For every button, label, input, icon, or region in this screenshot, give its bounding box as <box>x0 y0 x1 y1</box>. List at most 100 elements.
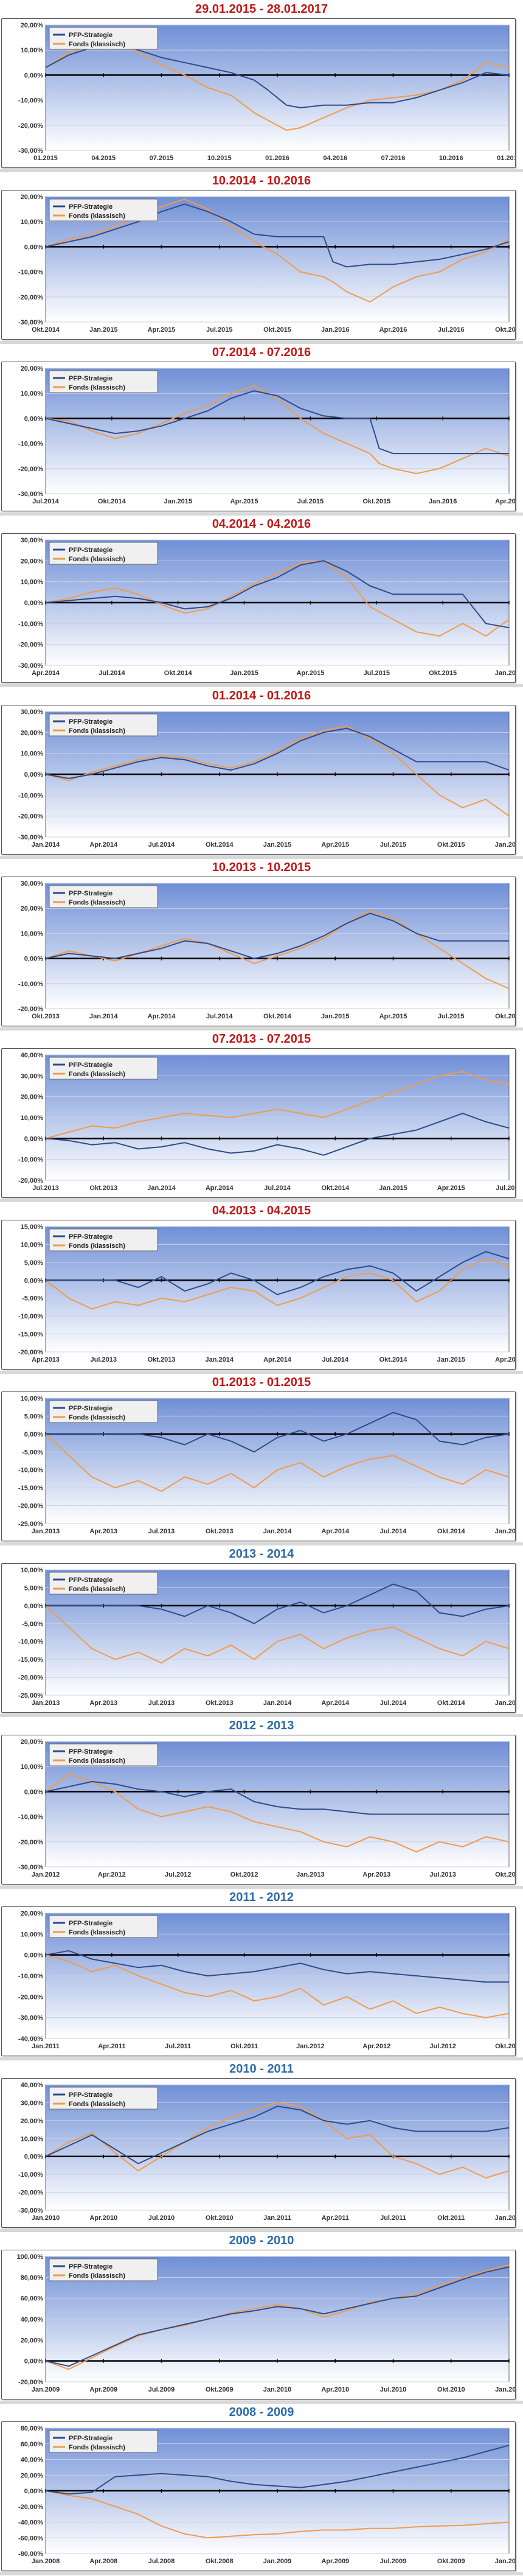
chart-panel: 29.01.2015 - 28.01.2017 20,00% 10,00% 0,00%… <box>0 0 523 172</box>
y-tick-label: -20,00% <box>18 294 43 301</box>
series-line-fonds-klassisch <box>45 1433 510 1492</box>
x-tick-label: Apr.2015 <box>148 326 176 334</box>
x-tick-label: Apr.2012 <box>362 2043 390 2050</box>
series-line-fonds-klassisch <box>45 1071 510 1139</box>
x-tick-label: Okt.2015 <box>362 498 390 505</box>
x-tick-label: Jul.2014 <box>148 841 175 849</box>
legend-label: PFP-Strategie <box>69 718 113 726</box>
y-tick-label: 0,00% <box>24 1135 43 1143</box>
series-line-fonds-klassisch <box>45 910 510 989</box>
legend-label: PFP-Strategie <box>69 890 113 897</box>
x-tick-label: Jan.2013 <box>32 1699 60 1707</box>
x-tick-label: Jan.2011 <box>32 2043 60 2050</box>
y-tick-label: -20,00% <box>18 466 43 473</box>
x-tick-label: Okt.2015 <box>495 1013 515 1020</box>
legend: PFP-Strategie Fonds (klassisch) <box>49 885 158 908</box>
panel-separator <box>0 341 523 344</box>
x-tick-label: Okt.2009 <box>206 2386 234 2393</box>
line-chart: 40,00% 30,00% 20,00% 10,00% 0,00% -10,00% -20,… <box>18 1052 522 1192</box>
legend-label: Fonds (klassisch) <box>69 2272 125 2280</box>
x-tick-label: Jan.2013 <box>32 1528 60 1535</box>
legend: PFP-Strategie Fonds (klassisch) <box>49 1400 158 1423</box>
x-tick-label: Jan.2012 <box>32 1871 60 1878</box>
x-tick-label: Jan.2015 <box>495 1528 515 1535</box>
x-tick-label: Jan.2016 <box>495 841 515 849</box>
line-chart: 10,00% 5,00% 0,00% -5,00% -10,00% -15,00% -20,… <box>18 1567 523 1707</box>
y-tick-label: 0,00% <box>24 1431 43 1438</box>
chart-title: 07.2013 - 07.2015 <box>212 1032 311 1046</box>
y-tick-label: 20,00% <box>21 2472 44 2479</box>
panel-separator <box>0 1542 523 1545</box>
y-tick-label: -10,00% <box>18 792 43 799</box>
chart-panel: 2009 - 2010 100,00% 80,00% 60,00% 40,00% 20,0… <box>0 2231 523 2404</box>
x-tick-label: 07.2015 <box>150 155 174 162</box>
x-tick-label: Jul.2016 <box>438 326 464 334</box>
x-tick-label: Okt.2015 <box>429 670 457 677</box>
y-tick-label: 0,00% <box>24 415 43 422</box>
y-tick-label: 30,00% <box>21 880 44 887</box>
line-chart: 20,00% 10,00% 0,00% -10,00% -20,00% -30,00% -4… <box>18 1910 523 2050</box>
chart-panel: 04.2014 - 04.2016 30,00% 20,00% 10,00% 0,00%… <box>0 515 523 687</box>
legend-label: PFP-Strategie <box>69 1577 113 1584</box>
y-tick-label: -20,00% <box>18 1006 43 1013</box>
chart-title: 01.2014 - 01.2016 <box>212 689 311 702</box>
y-tick-label: -5,00% <box>22 1620 43 1628</box>
panel-separator <box>0 2229 523 2232</box>
legend-label: Fonds (klassisch) <box>69 1586 125 1593</box>
x-tick-label: Jan.2015 <box>495 1699 515 1707</box>
y-tick-label: -20,00% <box>18 2504 43 2511</box>
chart-frame: 30,00% 20,00% 10,00% 0,00% -10,00% -20,00% -30… <box>1 533 523 683</box>
y-tick-label: -40,00% <box>18 2035 43 2043</box>
chart-frame: 10,00% 5,00% 0,00% -5,00% -10,00% -15,00% -20,… <box>1 1391 523 1541</box>
x-tick-label: Apr.2012 <box>98 1871 126 1878</box>
y-tick-label: -10,00% <box>18 1467 43 1474</box>
series-line-fonds-klassisch <box>45 726 510 817</box>
legend-label: Fonds (klassisch) <box>69 899 125 906</box>
chart-title: 04.2014 - 04.2016 <box>212 517 311 531</box>
y-tick-label: -20,00% <box>18 642 43 649</box>
y-tick-label: -10,00% <box>18 441 43 448</box>
series-line-pfp-strategie <box>45 560 510 629</box>
series-line-pfp-strategie <box>45 1780 509 1815</box>
legend-label: PFP-Strategie <box>69 32 113 39</box>
y-tick-label: 40,00% <box>21 1052 44 1059</box>
y-tick-label: -10,00% <box>18 1639 43 1646</box>
x-tick-label: Apr.2014 <box>321 1699 350 1707</box>
y-tick-label: 20,00% <box>21 558 44 565</box>
y-tick-label: 20,00% <box>21 2337 44 2344</box>
x-tick-label: 04.2015 <box>91 155 116 162</box>
x-tick-label: Okt.2014 <box>164 670 193 677</box>
panel-separator <box>0 856 523 859</box>
chart-panel: 2012 - 2013 20,00% 10,00% 0,00% -10,00% -20,0… <box>0 1717 523 1889</box>
y-tick-label: 5,00% <box>24 1584 43 1592</box>
x-tick-label: Okt.2013 <box>89 1185 117 1192</box>
y-tick-label: 0,00% <box>24 771 43 779</box>
x-tick-label: Jul.2014 <box>322 1356 349 1363</box>
x-tick-label: 07.2016 <box>381 155 406 162</box>
panel-separator <box>0 1027 523 1031</box>
legend-label: Fonds (klassisch) <box>69 1414 125 1421</box>
x-tick-label: Okt.2013 <box>206 1528 234 1535</box>
x-tick-label: Apr.2014 <box>321 1528 350 1535</box>
legend-label: PFP-Strategie <box>69 1405 113 1412</box>
panel-separator <box>0 169 523 172</box>
y-tick-label: 0,00% <box>24 2488 43 2495</box>
chart-frame: 20,00% 10,00% 0,00% -10,00% -20,00% -30,00% -4… <box>1 1906 523 2056</box>
chart-title: 01.2013 - 01.2015 <box>212 1376 311 1389</box>
legend-label: PFP-Strategie <box>69 2091 113 2099</box>
y-tick-label: 10,00% <box>21 1763 44 1771</box>
x-tick-label: Okt.2014 <box>321 1185 350 1192</box>
panel-separator <box>0 1199 523 1202</box>
y-tick-label: -20,00% <box>18 1993 43 2001</box>
y-tick-label: -15,00% <box>18 1485 43 1492</box>
chart-panel: 10.2014 - 10.2016 20,00% 10,00% 0,00% -10,00… <box>0 172 523 344</box>
series-line-pfp-strategie <box>45 727 510 779</box>
chart-frame: 40,00% 30,00% 20,00% 10,00% 0,00% -10,00% -20,… <box>1 2078 523 2228</box>
chart-frame: 20,00% 10,00% 0,00% -10,00% -20,00% -30,00% Ja… <box>1 1735 523 1885</box>
series-line-fonds-klassisch <box>45 385 510 474</box>
x-tick-label: Okt.2014 <box>379 1356 408 1363</box>
chart-frame: 100,00% 80,00% 60,00% 40,00% 20,00% 0,00% -20,… <box>1 2250 523 2399</box>
